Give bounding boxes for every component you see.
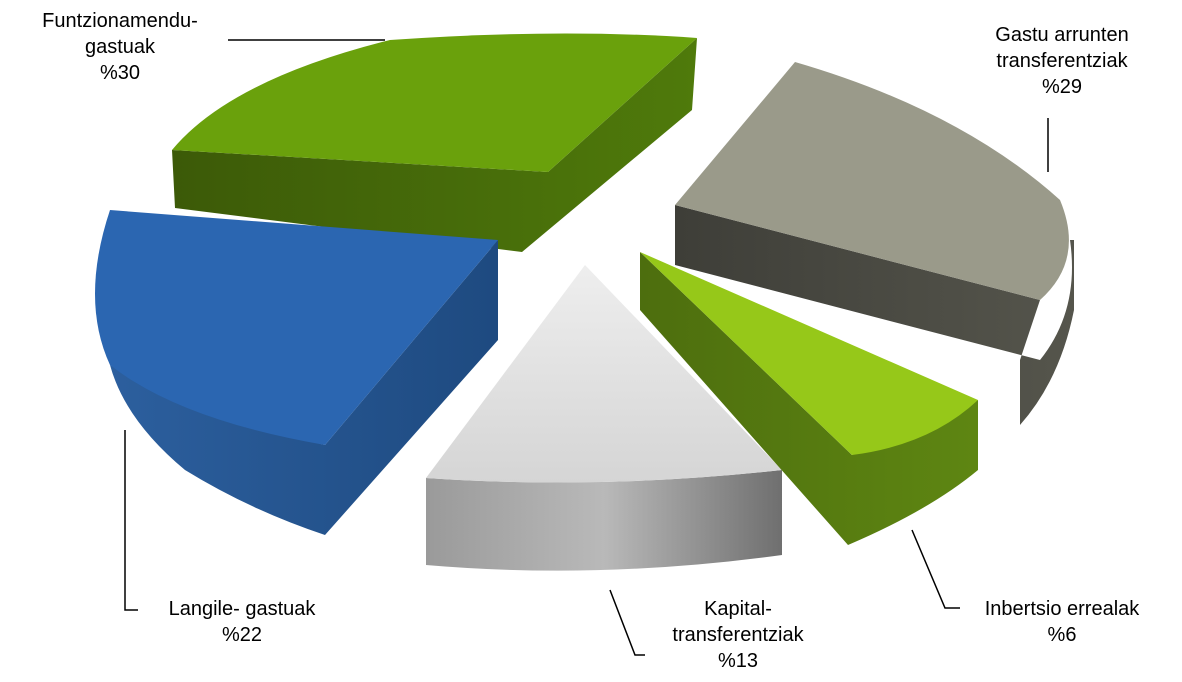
- label-inbertsio-line1: Inbertsio errealak: [962, 596, 1162, 622]
- label-funtzionamendu-line1: Funtzionamendu-: [10, 8, 230, 34]
- leader-langile: [125, 430, 138, 610]
- label-langile-line1: Langile- gastuak: [132, 596, 352, 622]
- label-funtzionamendu-line2: gastuak: [10, 34, 230, 60]
- slice-kapital-side: [426, 470, 782, 571]
- label-funtzionamendu: Funtzionamendu- gastuak %30: [10, 8, 230, 86]
- label-gastu-arrunten-value: %29: [962, 74, 1162, 100]
- label-kapital-line2: transferentziak: [638, 622, 838, 648]
- label-kapital-value: %13: [638, 648, 838, 674]
- label-langile-value: %22: [132, 622, 352, 648]
- label-langile: Langile- gastuak %22: [132, 596, 352, 648]
- label-kapital-line1: Kapital-: [638, 596, 838, 622]
- label-gastu-arrunten-line1: Gastu arrunten: [962, 22, 1162, 48]
- label-gastu-arrunten: Gastu arrunten transferentziak %29: [962, 22, 1162, 100]
- label-funtzionamendu-value: %30: [10, 60, 230, 86]
- label-gastu-arrunten-line2: transferentziak: [962, 48, 1162, 74]
- label-inbertsio-value: %6: [962, 622, 1162, 648]
- label-kapital: Kapital- transferentziak %13: [638, 596, 838, 674]
- label-inbertsio: Inbertsio errealak %6: [962, 596, 1162, 648]
- leader-inbertsio: [912, 530, 960, 608]
